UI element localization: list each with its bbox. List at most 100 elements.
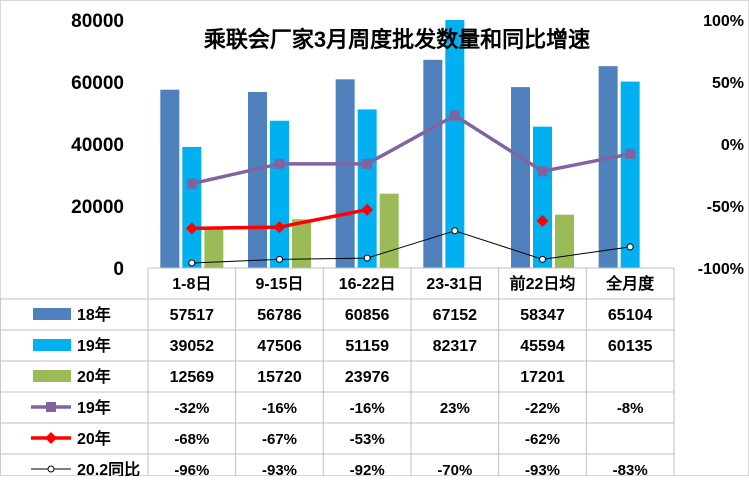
series-line <box>542 246 631 260</box>
legend-label: 20.2同比 <box>77 461 140 476</box>
data-label: -93% <box>525 462 560 476</box>
data-label: -92% <box>350 462 385 476</box>
bar <box>555 214 574 268</box>
data-label: 23976 <box>345 369 390 386</box>
series-line <box>190 225 282 231</box>
line-marker <box>449 110 460 121</box>
line-marker <box>186 178 197 189</box>
chart-title: 乘联会厂家3月周度批发数量和同比增速 <box>203 27 590 52</box>
data-label: -16% <box>262 400 297 417</box>
legend-bar-key <box>33 339 71 351</box>
data-label: 39052 <box>170 338 215 355</box>
data-label: 12569 <box>170 369 215 386</box>
right-axis-tick: 50% <box>712 75 744 92</box>
data-label: 82317 <box>433 338 478 355</box>
legend-bar-key <box>33 370 71 382</box>
series-line <box>277 207 369 229</box>
data-label: -67% <box>262 431 297 448</box>
data-label: 23% <box>440 400 470 417</box>
legend-bar-key <box>33 308 71 320</box>
data-label: -83% <box>613 462 648 476</box>
category-label: 全月度 <box>605 274 655 293</box>
series-line <box>366 230 456 259</box>
bar <box>248 91 267 268</box>
right-axis-tick: 0% <box>721 137 744 154</box>
series-line <box>365 113 457 166</box>
bar <box>182 146 202 268</box>
line-marker <box>363 254 371 262</box>
data-label: 60856 <box>345 307 390 324</box>
bar <box>620 81 640 268</box>
data-label: 17201 <box>520 369 565 386</box>
data-label: -62% <box>525 431 560 448</box>
legend-label: 20年 <box>77 429 111 448</box>
line-marker <box>273 221 286 234</box>
series-line <box>191 258 280 264</box>
legend-label: 18年 <box>77 305 111 324</box>
line-marker <box>274 158 285 169</box>
left-axis-tick: 80000 <box>71 11 124 32</box>
right-axis-tick: 100% <box>703 13 744 30</box>
data-label: -96% <box>174 462 209 476</box>
line-marker <box>451 227 459 235</box>
line-marker <box>185 222 198 235</box>
data-label: -8% <box>617 400 644 417</box>
line-marker <box>625 148 636 159</box>
line-marker <box>276 255 283 263</box>
category-label: 23-31日 <box>426 275 483 293</box>
bar <box>270 120 289 268</box>
line-marker <box>188 259 196 267</box>
bar <box>160 89 180 269</box>
line-marker <box>536 214 549 227</box>
series-line <box>454 230 543 260</box>
data-label: 56786 <box>257 307 302 324</box>
category-label: 16-22日 <box>339 275 396 293</box>
data-label: -32% <box>174 400 209 417</box>
data-label: -53% <box>350 431 385 448</box>
line-marker <box>537 166 548 177</box>
legend-marker <box>46 402 56 412</box>
bar <box>445 20 465 268</box>
bar <box>423 59 443 269</box>
series-line <box>190 162 282 186</box>
left-axis-tick: 40000 <box>71 135 124 156</box>
bar <box>379 193 399 268</box>
data-label: -68% <box>174 431 209 448</box>
line-marker <box>539 255 546 263</box>
bar <box>598 66 618 268</box>
left-axis-tick: 60000 <box>71 73 124 94</box>
line-marker <box>362 158 373 169</box>
line-marker <box>361 203 374 216</box>
bar <box>357 109 377 268</box>
data-label: 65104 <box>608 307 653 324</box>
data-label: 60135 <box>608 338 653 355</box>
data-label: 67152 <box>433 307 478 324</box>
bar <box>204 229 224 268</box>
line-marker <box>626 243 634 251</box>
bar <box>335 79 355 268</box>
right-axis-tick: -50% <box>707 199 744 216</box>
data-label: -93% <box>262 462 297 476</box>
data-label: 15720 <box>257 369 302 386</box>
data-label: 58347 <box>520 307 565 324</box>
left-axis-tick: 0 <box>113 259 124 280</box>
bar <box>511 87 530 268</box>
category-label: 9-15日 <box>255 275 303 293</box>
data-label: 45594 <box>520 338 565 355</box>
right-axis-tick: -100% <box>698 261 744 278</box>
series-line <box>453 113 545 174</box>
category-label: 1-8日 <box>172 275 211 293</box>
data-label: -16% <box>350 400 385 417</box>
bar <box>533 126 552 268</box>
data-label: 57517 <box>170 307 215 324</box>
legend-marker <box>45 432 57 444</box>
category-label: 前22日均 <box>510 274 576 293</box>
data-label: -22% <box>525 400 560 417</box>
bar <box>292 219 311 268</box>
legend-marker <box>47 465 55 473</box>
series-line <box>540 152 632 174</box>
legend-label: 19年 <box>77 336 111 355</box>
data-label: 51159 <box>345 338 389 355</box>
